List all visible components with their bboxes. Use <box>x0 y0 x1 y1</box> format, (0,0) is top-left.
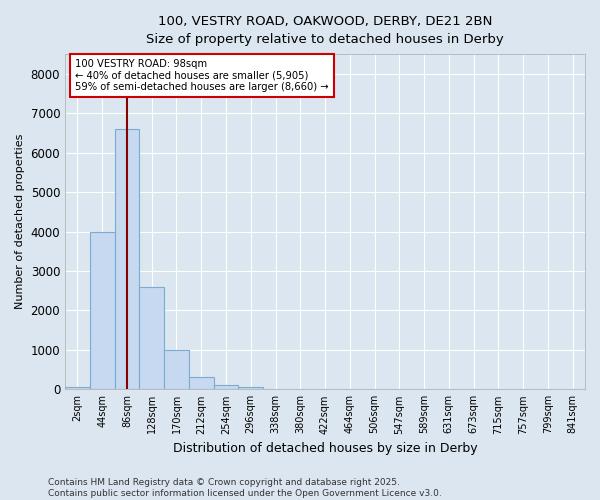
Bar <box>238 387 263 390</box>
Title: 100, VESTRY ROAD, OAKWOOD, DERBY, DE21 2BN
Size of property relative to detached: 100, VESTRY ROAD, OAKWOOD, DERBY, DE21 2… <box>146 15 504 46</box>
Bar <box>139 287 164 390</box>
Bar <box>164 350 189 390</box>
Bar <box>65 388 90 390</box>
Y-axis label: Number of detached properties: Number of detached properties <box>15 134 25 310</box>
Text: Contains HM Land Registry data © Crown copyright and database right 2025.
Contai: Contains HM Land Registry data © Crown c… <box>48 478 442 498</box>
Bar <box>115 129 139 390</box>
Bar <box>189 378 214 390</box>
Bar <box>214 384 238 390</box>
X-axis label: Distribution of detached houses by size in Derby: Distribution of detached houses by size … <box>173 442 478 455</box>
Text: 100 VESTRY ROAD: 98sqm
← 40% of detached houses are smaller (5,905)
59% of semi-: 100 VESTRY ROAD: 98sqm ← 40% of detached… <box>76 59 329 92</box>
Bar <box>90 232 115 390</box>
